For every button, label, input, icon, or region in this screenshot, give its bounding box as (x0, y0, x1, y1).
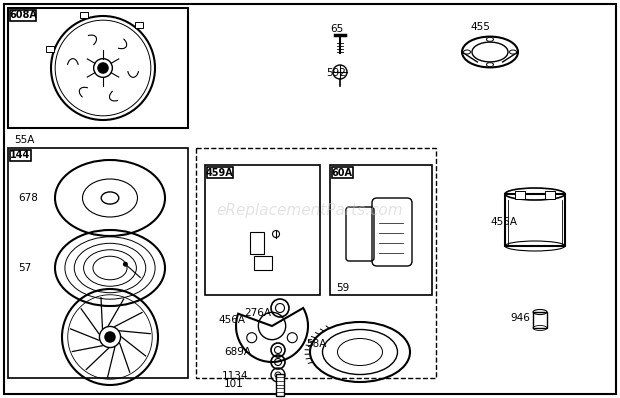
Bar (135, 22, 143, 28)
Bar (8, 8, 188, 128)
Ellipse shape (487, 62, 494, 66)
Text: 55A: 55A (14, 135, 34, 145)
Text: 455: 455 (470, 22, 490, 32)
Bar (80, 12, 88, 18)
Text: 60A: 60A (332, 168, 353, 178)
Bar (10, 150, 30, 161)
Circle shape (104, 331, 116, 343)
Text: 65: 65 (330, 24, 343, 34)
Bar (250, 232, 264, 254)
Text: 58A: 58A (306, 339, 326, 349)
Bar (515, 191, 525, 199)
Bar (196, 148, 436, 378)
Text: 144: 144 (10, 150, 30, 160)
Ellipse shape (510, 50, 516, 54)
Text: 57: 57 (18, 263, 31, 273)
Bar (505, 194, 565, 246)
Text: 276A: 276A (244, 308, 271, 318)
Bar (545, 191, 555, 199)
Text: 678: 678 (18, 193, 38, 203)
Bar (254, 256, 272, 270)
Ellipse shape (464, 50, 471, 54)
Circle shape (123, 262, 128, 267)
Ellipse shape (487, 37, 494, 41)
Bar (205, 165, 320, 295)
Bar (332, 167, 353, 178)
Text: 101: 101 (224, 379, 244, 389)
Bar (8, 148, 188, 378)
Text: 592: 592 (326, 68, 346, 78)
Text: 608A: 608A (9, 10, 37, 21)
Text: 946: 946 (510, 313, 530, 323)
Text: 456A: 456A (218, 315, 245, 325)
Text: 1134: 1134 (222, 371, 249, 381)
Bar (207, 167, 233, 178)
Bar (46, 46, 54, 52)
Bar (10, 10, 36, 21)
Bar (276, 374, 284, 396)
Text: 59: 59 (336, 283, 349, 293)
Bar (533, 312, 547, 328)
Text: 459A: 459A (206, 168, 234, 178)
Circle shape (98, 63, 108, 73)
Bar (330, 165, 432, 295)
Text: 455A: 455A (490, 217, 517, 227)
Text: eReplacementParts.com: eReplacementParts.com (216, 203, 404, 217)
Text: 689A: 689A (224, 347, 251, 357)
